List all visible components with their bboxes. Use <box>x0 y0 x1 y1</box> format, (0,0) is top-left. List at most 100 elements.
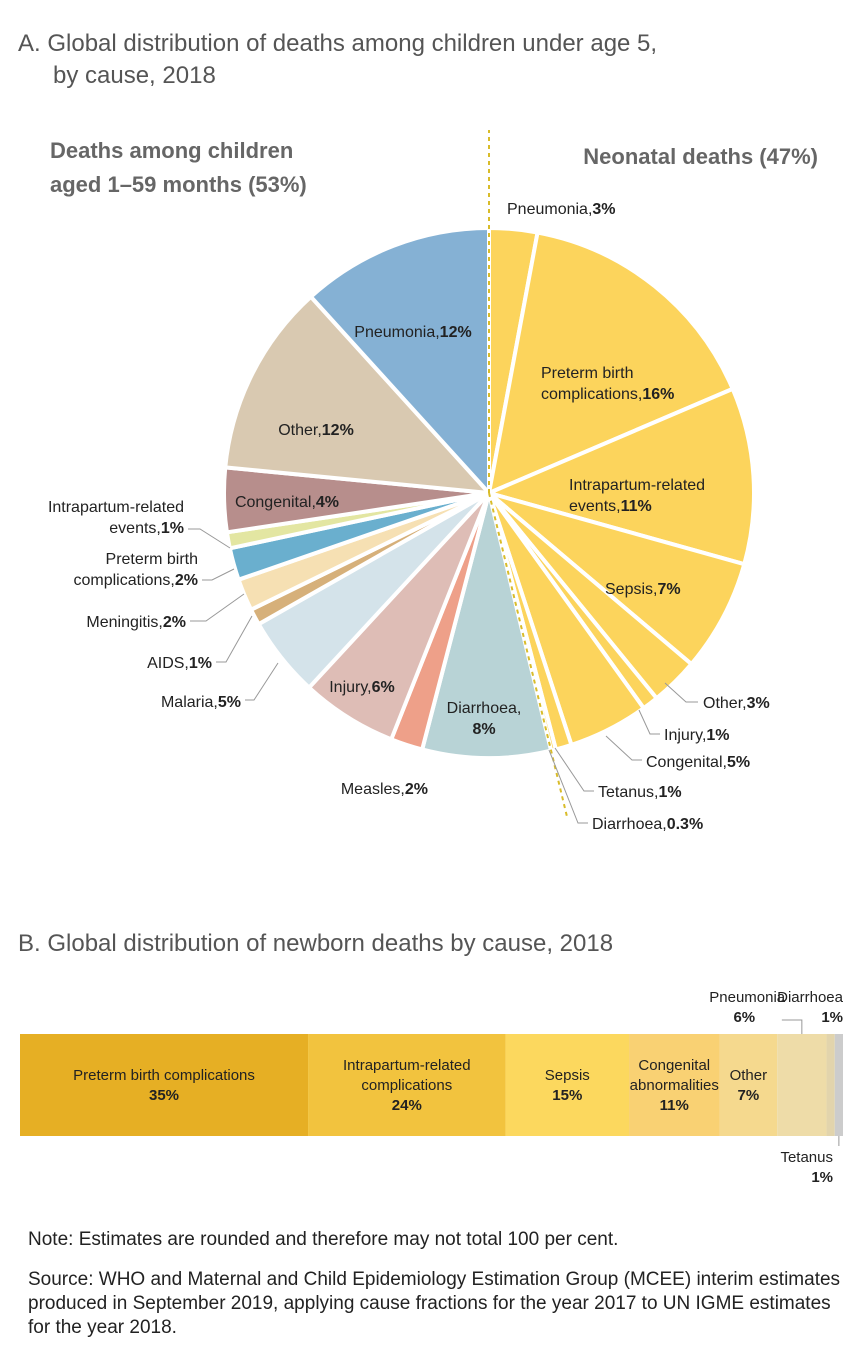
bar-leader-line <box>781 1019 803 1034</box>
bar-segment-value: 15% <box>552 1087 582 1104</box>
bar-segment <box>777 1034 827 1136</box>
label-leader-line <box>216 615 253 663</box>
stacked-bar-chart: Preterm birth complications 35% Intrapartu… <box>20 989 844 1186</box>
slice-label: Malaria,5% <box>161 694 241 711</box>
slice-label-part: 12% <box>322 422 354 439</box>
label-leader-line <box>638 709 660 735</box>
slice-label-line: complications, <box>541 386 642 403</box>
bar-segment <box>834 1034 843 1136</box>
bar-segment-value: 24% <box>392 1097 422 1114</box>
slice-label-part: 3% <box>592 201 615 218</box>
bar-segment-label-line: Congenital <box>638 1057 710 1074</box>
slice-label-part: 5% <box>727 754 750 771</box>
slice-label-line: events, <box>569 498 621 515</box>
bar-segment-label-line: Diarrhoea <box>777 989 844 1006</box>
slice-label-line: Preterm birth <box>541 365 633 382</box>
label-leader-line <box>548 749 588 824</box>
slice-label: Tetanus,1% <box>598 784 682 801</box>
slice-label-part: 7% <box>657 581 680 598</box>
bar-segment-value: 1% <box>811 1169 833 1186</box>
bar-segment-label: Pneumonia 6% <box>709 989 786 1026</box>
group-label-children: Deaths among children aged 1–59 months (5… <box>50 138 307 197</box>
slice-label-part: Injury, <box>664 727 706 744</box>
slice-label-part: Meningitis, <box>86 614 162 631</box>
slice-label-value: 11% <box>621 498 652 515</box>
slice-label-part: Tetanus, <box>598 784 658 801</box>
bar-segment-label-line: Preterm birth complications <box>73 1067 255 1084</box>
slice-label-part: Injury, <box>329 679 371 696</box>
slice-label-part: 5% <box>218 694 241 711</box>
slice-label-line: Intrapartum-related <box>48 499 184 516</box>
slice-label-part: Congenital, <box>646 754 727 771</box>
slice-label: Injury,1% <box>664 727 730 744</box>
source-text: Source: WHO and Maternal and Child Epide… <box>28 1269 841 1338</box>
group-label-line: aged 1–59 months (53%) <box>50 172 307 197</box>
pie-slice <box>223 294 491 495</box>
pie-chart: Deaths among children aged 1–59 months (5… <box>48 130 818 833</box>
bar-segment <box>719 1034 778 1136</box>
bar-segment-label-line: Tetanus <box>780 1149 833 1166</box>
slice-label: Other,12% <box>278 422 354 439</box>
slice-label-part: 3% <box>747 695 770 712</box>
pie-slice <box>308 226 491 495</box>
bar-segment-label: Congenital abnormalities 11% <box>630 1057 719 1114</box>
slice-label-line: 8% <box>472 721 495 738</box>
bar-segment <box>505 1034 630 1136</box>
bar-segment-label: Intrapartum-related complications 24% <box>343 1057 471 1114</box>
bar-segment-label-line: Pneumonia <box>709 989 786 1006</box>
bar-segment-label: Preterm birth complications 35% <box>73 1067 255 1104</box>
chart-b-title: B. Global distribution of newborn deaths… <box>18 930 614 957</box>
bar-segment <box>308 1034 506 1136</box>
pie-slice <box>487 491 747 667</box>
slice-label: Intrapartum-related events,11% <box>569 477 705 515</box>
pie-slice <box>487 386 756 567</box>
slice-label: Measles,2% <box>341 781 428 798</box>
chart-a-title-line2: by cause, 2018 <box>53 62 216 89</box>
slice-label-value: 2% <box>175 572 198 589</box>
slice-label-line: complications, <box>74 572 175 589</box>
bar-segment-label: Sepsis 15% <box>545 1067 590 1104</box>
slice-label-part: 2% <box>405 781 428 798</box>
bar-segment <box>826 1034 835 1136</box>
bar-segment-label-line: Other <box>730 1067 768 1084</box>
slice-label-line: events, <box>109 520 161 537</box>
slice-label-value: 16% <box>642 386 674 403</box>
slice-label: Preterm birth complications,16% <box>541 365 674 403</box>
label-leader-line <box>245 662 279 701</box>
bar-segment-value: 1% <box>821 1009 843 1026</box>
slice-label: Diarrhoea,0.3% <box>592 816 703 833</box>
group-label-neonatal: Neonatal deaths (47%) <box>583 144 818 169</box>
bar-segment-label: Tetanus 1% <box>780 1149 833 1186</box>
slice-label-line: Intrapartum-related <box>569 477 705 494</box>
bar-segment-label-line: complications <box>361 1077 452 1094</box>
pie-slice <box>420 491 554 760</box>
bar-segment-value: 6% <box>733 1009 755 1026</box>
slice-label: Pneumonia,3% <box>507 201 616 218</box>
slice-label-part: Measles, <box>341 781 405 798</box>
label-leader-line <box>605 735 642 761</box>
slice-label-part: AIDS, <box>147 655 189 672</box>
label-leader-line <box>554 747 594 792</box>
chart-a-title-line1: A. Global distribution of deaths among c… <box>18 30 658 57</box>
bar-segment-value: 11% <box>660 1097 689 1114</box>
slice-label-part: Other, <box>703 695 747 712</box>
bar-segment-label: Other 7% <box>730 1067 768 1104</box>
bar-segment-label: Diarrhoea 1% <box>777 989 844 1026</box>
slice-label: Other,3% <box>703 695 770 712</box>
slice-label-part: Sepsis, <box>605 581 657 598</box>
slice-label: Injury,6% <box>329 679 395 696</box>
slice-label-part: 2% <box>163 614 186 631</box>
slice-label: Congenital,4% <box>235 494 339 511</box>
slice-label: Meningitis,2% <box>86 614 186 631</box>
bar-segment <box>629 1034 720 1136</box>
slice-label-part: 6% <box>372 679 395 696</box>
slice-label-part: 1% <box>658 784 681 801</box>
slice-label: Congenital,5% <box>646 754 750 771</box>
slice-label-value: 1% <box>161 520 184 537</box>
label-leader-line <box>188 528 231 549</box>
slice-label: Diarrhoea, 8% <box>447 700 522 738</box>
group-label-line: Deaths among children <box>50 138 293 163</box>
slice-label-part: 0.3% <box>667 816 703 833</box>
slice-label-part: Congenital, <box>235 494 316 511</box>
label-leader-line <box>664 682 698 703</box>
